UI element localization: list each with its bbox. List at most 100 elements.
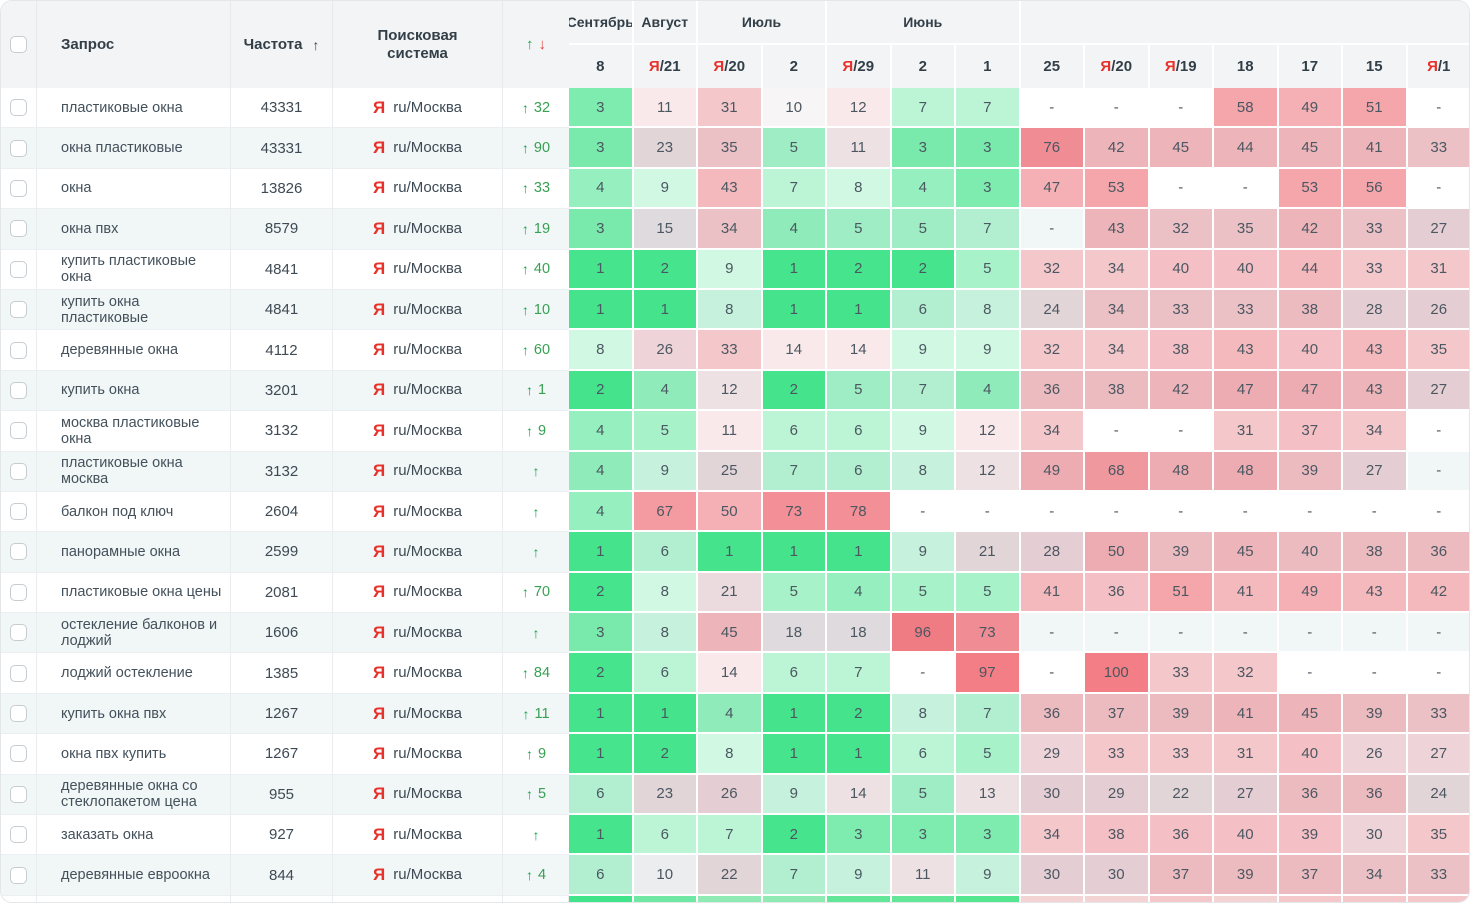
change-up-icon: ↑ — [532, 543, 540, 560]
query-cell[interactable]: заказать окна — [37, 815, 231, 856]
query-cell[interactable]: окна пластиковые — [37, 128, 231, 169]
position-cell: 24 — [1407, 774, 1469, 816]
position-cell: - — [891, 491, 956, 533]
query-cell[interactable]: балкон под ключ — [37, 491, 231, 533]
query-cell[interactable]: окна пвх — [37, 209, 231, 250]
row-checkbox[interactable] — [10, 260, 27, 278]
query-cell[interactable]: купить окна пвх — [37, 693, 231, 735]
date-header[interactable]: Я/1 — [1408, 45, 1470, 88]
change-cell — [503, 895, 569, 902]
query-column-header[interactable]: Запрос — [37, 1, 231, 88]
row-checkbox[interactable] — [10, 422, 27, 440]
date-header[interactable]: 2 — [892, 45, 956, 88]
row-checkbox[interactable] — [10, 624, 27, 642]
month-header: Июль — [698, 1, 827, 45]
row-checkbox[interactable] — [10, 866, 27, 884]
change-up-icon: ↑ — [532, 463, 540, 480]
row-checkbox[interactable] — [10, 179, 27, 197]
table-row-partial — [1, 895, 1469, 902]
change-value: 60 — [533, 342, 551, 359]
row-checkbox[interactable] — [10, 745, 27, 763]
date-header[interactable]: 25 — [1021, 45, 1085, 88]
date-header[interactable]: Я/19 — [1150, 45, 1214, 88]
query-cell[interactable]: остекление балконов и лоджий — [37, 613, 231, 654]
query-cell[interactable]: деревянные окна — [37, 330, 231, 371]
row-checkbox[interactable] — [10, 220, 27, 238]
change-column-header[interactable]: ↑ ↓ — [503, 1, 569, 88]
date-header[interactable]: 1 — [956, 45, 1021, 88]
position-cell: 5 — [762, 572, 827, 614]
row-checkbox[interactable] — [10, 381, 27, 399]
date-header[interactable]: Я/29 — [827, 45, 892, 88]
frequency-column-header[interactable]: Частота ↑ — [231, 1, 333, 88]
row-checkbox[interactable] — [10, 664, 27, 682]
query-cell[interactable]: купить окна пластиковые — [37, 289, 231, 331]
change-cell: ↑ — [503, 452, 569, 492]
frequency-value: 43331 — [260, 99, 303, 117]
row-checkbox[interactable] — [10, 583, 27, 601]
query-cell[interactable]: окна — [37, 168, 231, 210]
position-cell: 3 — [956, 128, 1021, 169]
position-cell: 9 — [633, 168, 698, 210]
yandex-update-icon: Я — [1427, 58, 1438, 75]
position-cell: 1 — [762, 289, 827, 331]
position-cell: 7 — [762, 855, 827, 896]
position-cell: 42 — [1407, 572, 1469, 614]
date-header[interactable]: 17 — [1279, 45, 1343, 88]
row-checkbox[interactable] — [10, 826, 27, 844]
position-cell: 36 — [1020, 693, 1085, 735]
change-up-icon: ↑ — [525, 867, 533, 884]
query-cell[interactable]: окна пвх купить — [37, 734, 231, 775]
row-checkbox[interactable] — [10, 341, 27, 359]
row-checkbox-cell — [1, 451, 37, 492]
row-checkbox[interactable] — [10, 462, 27, 480]
position-cell: 29 — [1020, 734, 1085, 775]
date-header[interactable]: Я/21 — [634, 45, 698, 88]
date-header[interactable]: 15 — [1343, 45, 1408, 88]
row-checkbox[interactable] — [10, 301, 27, 319]
row-checkbox-cell — [1, 693, 37, 735]
date-header[interactable]: 18 — [1214, 45, 1279, 88]
row-checkbox[interactable] — [10, 543, 27, 561]
row-checkbox[interactable] — [10, 503, 27, 521]
query-cell[interactable]: лоджий остекление — [37, 653, 231, 694]
date-header[interactable]: Я/20 — [1085, 45, 1150, 88]
query-cell[interactable]: пластиковые окна — [37, 88, 231, 129]
date-header[interactable]: 8 — [569, 45, 634, 88]
query-cell[interactable]: деревянные евроокна — [37, 855, 231, 896]
row-checkbox-cell — [1, 370, 37, 412]
row-checkbox[interactable] — [10, 139, 27, 157]
query-cell[interactable]: купить окна — [37, 370, 231, 412]
position-cell: 2 — [569, 370, 634, 412]
position-cell: 11 — [698, 411, 763, 452]
position-cell: 50 — [698, 491, 763, 533]
position-cell: 18 — [762, 613, 827, 654]
query-cell[interactable]: пластиковые окна москва — [37, 451, 231, 492]
position-cell: 14 — [827, 774, 892, 816]
change-cell: ↑ — [503, 613, 569, 654]
position-cell: - — [1020, 613, 1085, 654]
query-text: заказать окна — [61, 826, 154, 843]
query-cell[interactable]: купить пластиковые окна — [37, 249, 231, 290]
date-header[interactable]: Я/20 — [698, 45, 763, 88]
position-cell: 49 — [1278, 572, 1343, 614]
frequency-cell: 8579 — [231, 209, 333, 250]
row-checkbox[interactable] — [10, 785, 27, 803]
search-engine-column-header[interactable]: Поисковая система — [333, 1, 503, 88]
query-cell[interactable]: деревянные окна со стеклопакетом цена — [37, 774, 231, 816]
position-cell: 5 — [956, 249, 1021, 290]
position-cell — [1085, 895, 1150, 902]
query-text: деревянные окна со стеклопакетом цена — [61, 778, 198, 811]
query-text: окна пвх купить — [61, 745, 167, 762]
row-checkbox[interactable] — [10, 705, 27, 723]
query-cell[interactable]: панорамные окна — [37, 532, 231, 573]
query-cell[interactable]: москва пластиковые окна — [37, 411, 231, 452]
query-cell[interactable]: пластиковые окна цены — [37, 572, 231, 614]
position-cell: 33 — [698, 330, 763, 371]
change-cell: ↑ 32 — [503, 88, 569, 129]
change-up-icon: ↑ — [525, 382, 533, 399]
date-header[interactable]: 2 — [763, 45, 827, 88]
select-all-checkbox[interactable] — [10, 36, 27, 53]
row-checkbox[interactable] — [10, 99, 27, 117]
